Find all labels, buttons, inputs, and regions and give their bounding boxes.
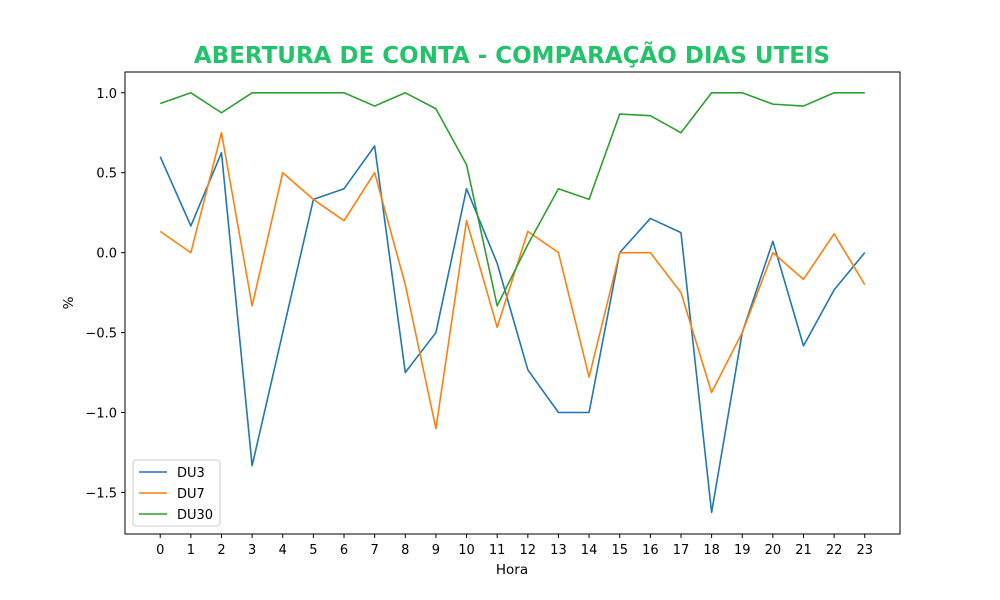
x-tick-label: 7 [371, 543, 379, 558]
y-tick-label: −1.0 [85, 407, 117, 422]
x-tick-label: 3 [248, 543, 256, 558]
legend-label-du7: DU7 [177, 487, 205, 502]
x-tick-label: 10 [458, 543, 475, 558]
x-tick-label: 1 [187, 543, 195, 558]
x-tick-label: 0 [156, 543, 164, 558]
x-tick-label: 22 [826, 543, 843, 558]
legend-label-du3: DU3 [177, 466, 205, 481]
y-tick-label: −1.5 [85, 486, 117, 501]
plot-area [159, 91, 866, 514]
chart-title: ABERTURA DE CONTA - COMPARAÇÃO DIAS UTEI… [194, 41, 830, 69]
x-tick-label: 2 [217, 543, 225, 558]
x-tick-label: 17 [673, 543, 690, 558]
x-tick-label: 8 [401, 543, 409, 558]
x-tick-label: 23 [856, 543, 873, 558]
axes: 0 1 2 3 4 5 6 7 8 9 10 11 12 13 14 15 16 17 18 19 20 21 22 231.… [85, 71, 901, 558]
x-tick-label: 12 [520, 543, 537, 558]
x-tick-label: 14 [581, 543, 598, 558]
x-tick-label: 21 [795, 543, 812, 558]
series-line-du7 [159, 131, 866, 430]
y-axis-label: % [61, 296, 77, 309]
legend-label-du30: DU30 [177, 508, 213, 523]
x-tick-label: 13 [550, 543, 567, 558]
x-tick-label: 15 [611, 543, 628, 558]
x-axis-label: Hora [496, 562, 528, 578]
x-tick-label: 11 [489, 543, 506, 558]
x-tick-label: 18 [703, 543, 720, 558]
x-tick-label: 9 [432, 543, 440, 558]
x-tick-label: 19 [734, 543, 751, 558]
x-tick-label: 5 [309, 543, 317, 558]
y-tick-label: 0.0 [96, 247, 117, 262]
series-line-du30 [159, 91, 865, 307]
y-tick-label: −0.5 [85, 327, 117, 342]
legend: DU3 DU7 DU30 [132, 459, 221, 527]
y-tick-label: 0.5 [96, 167, 117, 182]
x-tick-label: 6 [340, 543, 348, 558]
x-tick-label: 4 [279, 543, 287, 558]
y-tick-label: 1.0 [96, 87, 117, 102]
legend-box [132, 459, 221, 527]
plot-frame [124, 71, 901, 535]
x-tick-label: 16 [642, 543, 659, 558]
x-tick-label: 20 [765, 543, 782, 558]
series-line-du3 [159, 145, 866, 514]
